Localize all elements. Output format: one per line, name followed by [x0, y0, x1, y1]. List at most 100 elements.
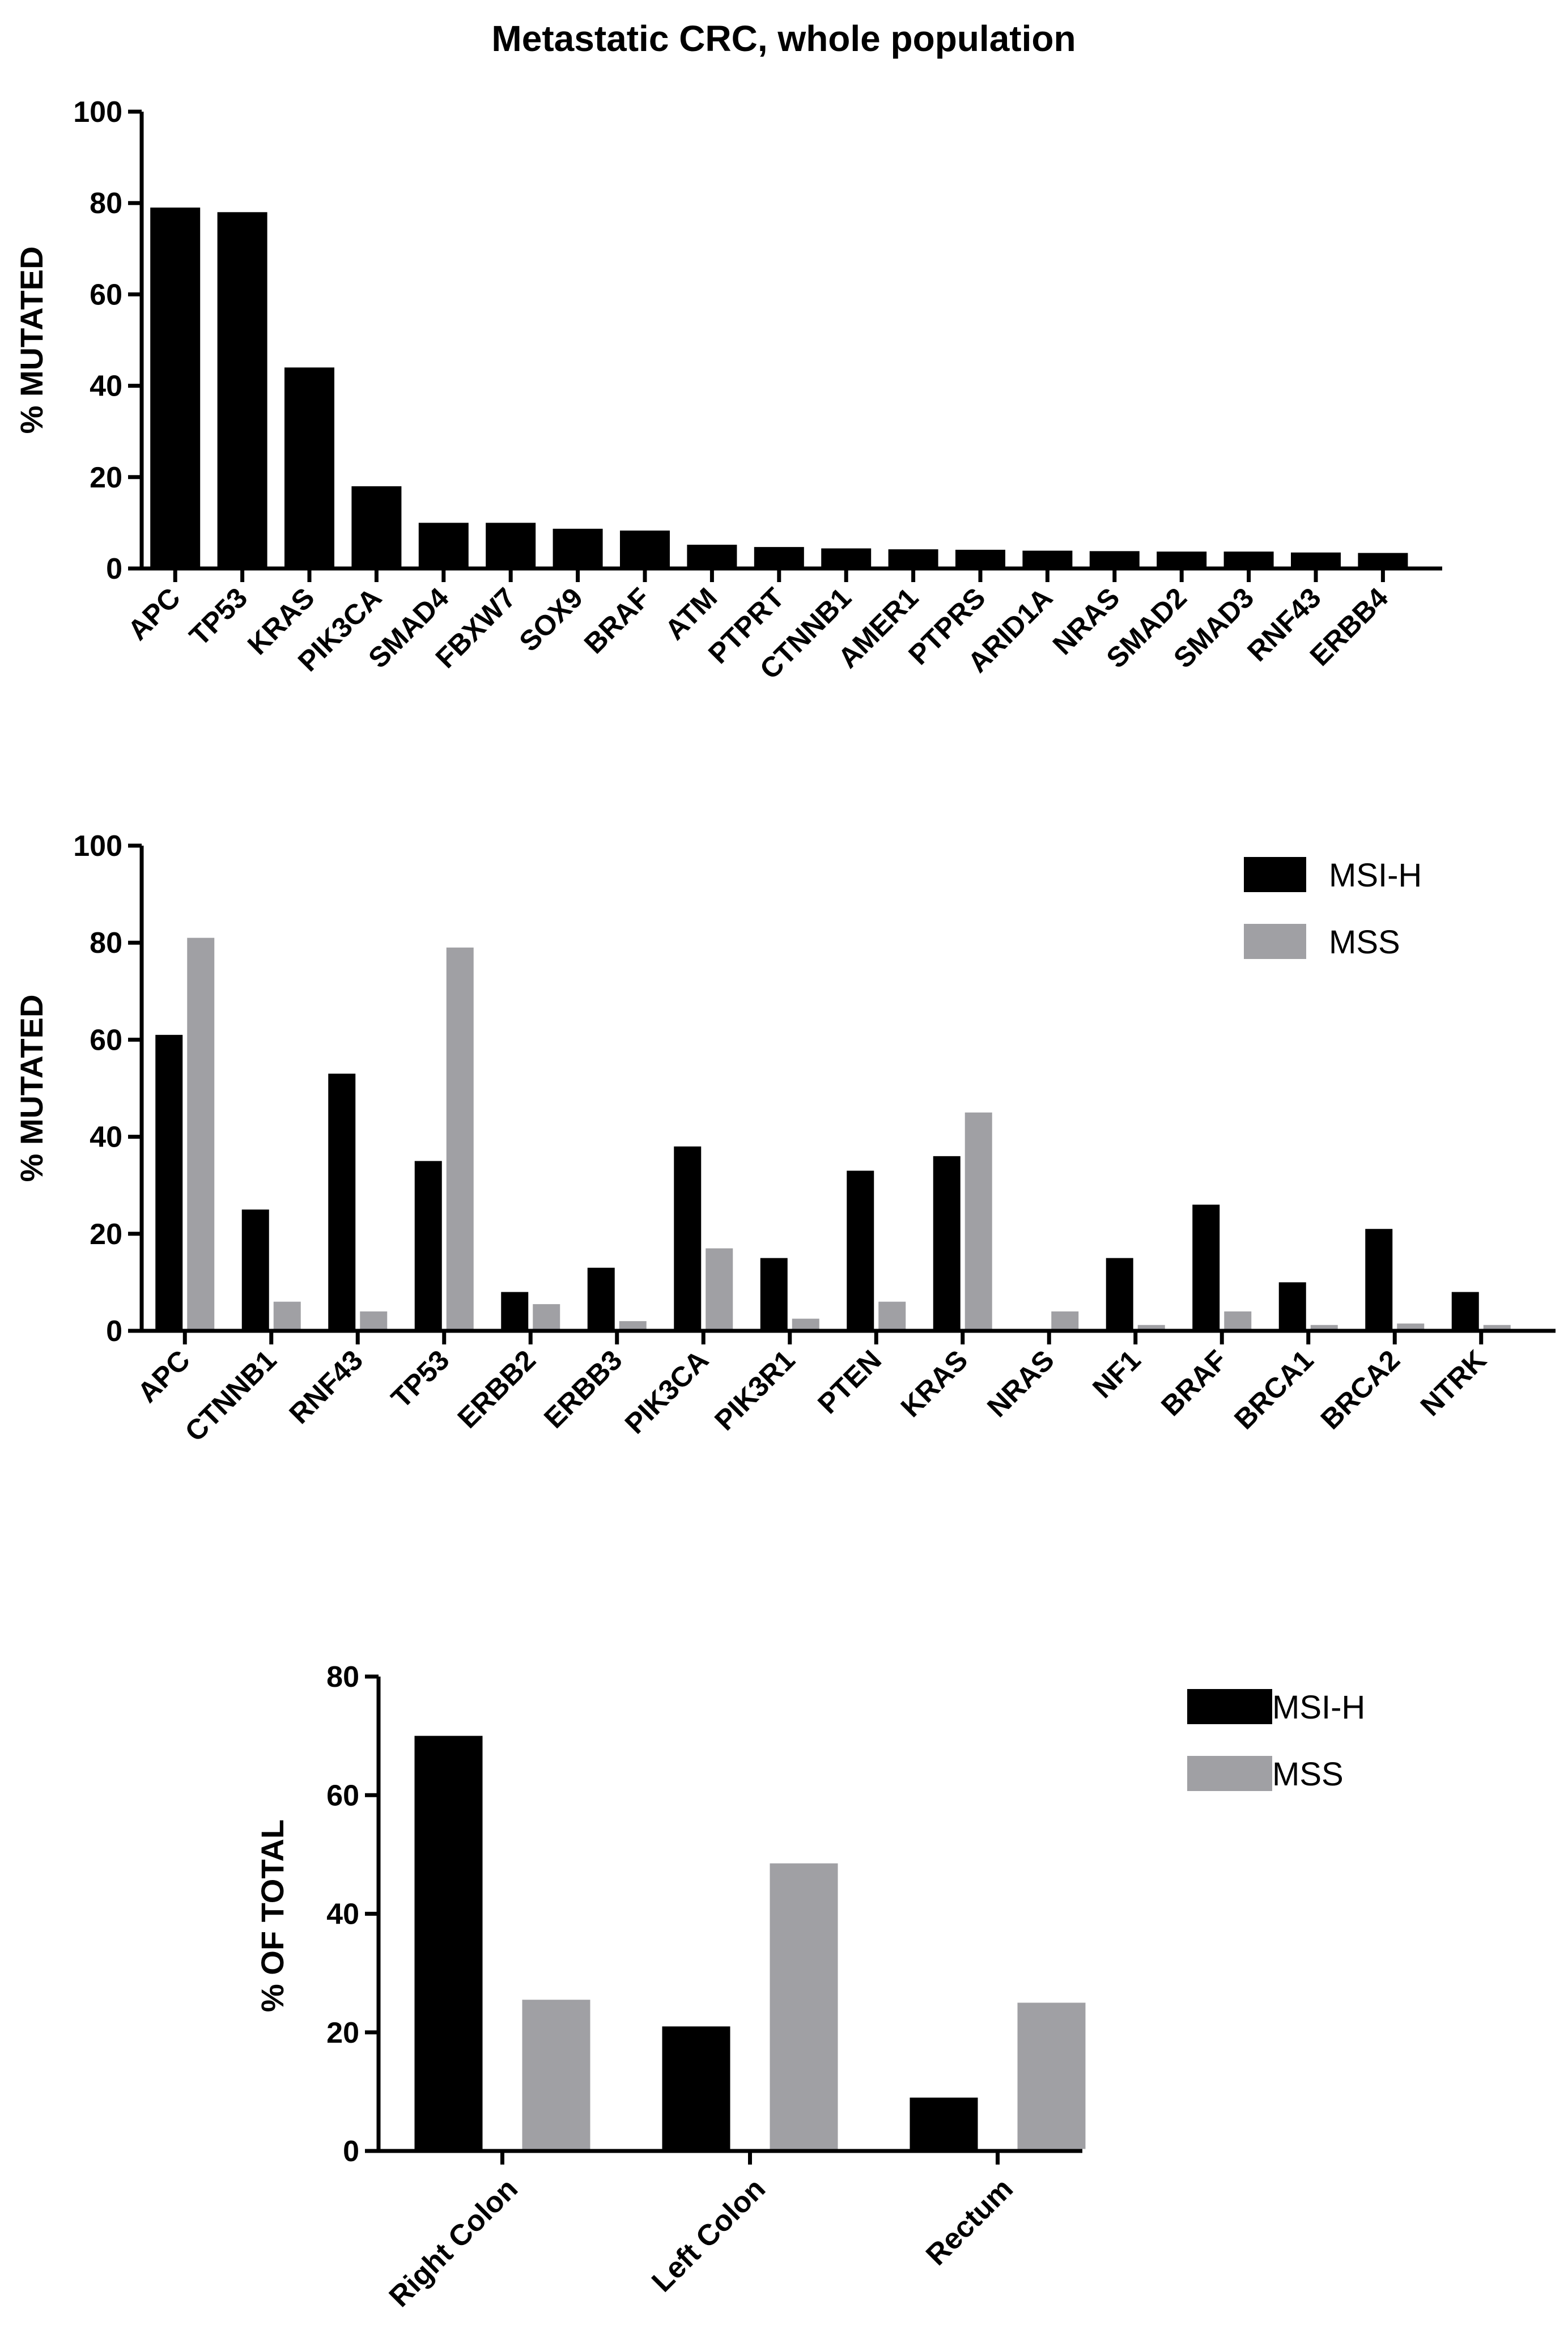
chart-2-bar-brca1-mss — [1310, 1325, 1338, 1329]
chart-2-bar-brca2-mss — [1397, 1323, 1425, 1329]
chart-2-y-tick-label: 20 — [90, 1218, 122, 1251]
chart-2-bar-pik3r1-mss — [792, 1318, 819, 1329]
chart-2-bar-ntrk-mss — [1483, 1325, 1511, 1329]
chart-3-bar-rectum-msi-h — [910, 2097, 978, 2149]
chart-2-bar-nf1-mss — [1137, 1325, 1165, 1329]
chart-2-bar-rnf43-msi-h — [328, 1073, 356, 1329]
chart-1-y-tick-label: 40 — [90, 370, 122, 403]
chart-3-y-tick-label: 40 — [326, 1898, 359, 1931]
chart-3-y-axis-label: % OF TOTAL — [254, 1819, 290, 2012]
chart-2-legend-swatch-msi-h — [1244, 857, 1306, 892]
chart-1-x-label-apc: APC — [122, 582, 186, 646]
chart-1-y-tick-label: 0 — [106, 553, 122, 585]
chart-2-bar-pik3ca-mss — [706, 1248, 733, 1329]
chart-1-bar-erbb4 — [1358, 553, 1408, 567]
chart-3-x-label-left-colon: Left Colon — [645, 2172, 772, 2298]
chart-3-location-msi-vs-mss: % OF TOTAL 0 20 40 60 80 Right Colon Left Colo… — [254, 1661, 1365, 2314]
chart-1-bar-ctnnb1 — [821, 548, 872, 567]
chart-1-x-label-braf: BRAF — [578, 582, 656, 660]
chart-3-x-label-rectum: Rectum — [920, 2172, 1019, 2272]
chart-2-bar-brca2-msi-h — [1365, 1229, 1393, 1329]
chart-1-bar-sox9 — [553, 528, 603, 567]
chart-1-y-axis-label: % MUTATED — [14, 247, 49, 434]
chart-1-y-tick-label: 80 — [90, 187, 122, 220]
chart-3-legend-swatch-mss — [1187, 1756, 1272, 1791]
chart-3-bar-right-colon-msi-h — [414, 1736, 483, 2149]
chart-2-x-label-nras: NRAS — [981, 1344, 1060, 1423]
chart-1-bar-ptprt — [754, 547, 804, 567]
chart-3-bar-left-colon-msi-h — [662, 2026, 730, 2149]
chart-2-legend-label-mss: MSS — [1329, 924, 1400, 961]
chart-1-bar-fbxw7 — [486, 523, 536, 567]
chart-2-y-axis-label: % MUTATED — [14, 995, 49, 1182]
chart-2-bar-erbb2-msi-h — [501, 1292, 529, 1329]
chart-2-bar-rnf43-mss — [360, 1311, 388, 1329]
chart-2-y-tick-label: 0 — [106, 1315, 122, 1348]
chart-2-bar-kras-msi-h — [933, 1156, 961, 1329]
chart-2-bar-ctnnb1-msi-h — [241, 1210, 269, 1329]
chart-2-x-label-erbb3: ERBB3 — [538, 1344, 628, 1434]
chart-1-bar-atm — [687, 545, 737, 567]
chart-1-bar-smad4 — [418, 523, 469, 567]
chart-1-bar-kras — [284, 367, 334, 567]
chart-2-x-label-pten: PTEN — [811, 1344, 887, 1420]
chart-1-bar-ptprs — [955, 549, 1005, 567]
chart-2-bar-apc-mss — [187, 937, 215, 1329]
chart-2-bar-braf-mss — [1224, 1311, 1252, 1329]
chart-2-bar-ntrk-msi-h — [1451, 1292, 1479, 1329]
chart-1-bar-apc — [150, 207, 201, 567]
chart-1-title: Metastatic CRC, whole population — [491, 18, 1076, 59]
chart-2-legend-label-msi-h: MSI-H — [1329, 857, 1422, 894]
chart-2-x-label-ctnnb1: CTNNB1 — [179, 1344, 283, 1448]
chart-1-mutations-whole-population: % MUTATED 020406080100APCTP53KRASPIK3CAS… — [14, 96, 1442, 685]
chart-2-y-tick-label: 60 — [90, 1024, 122, 1056]
chart-1-bar-nras — [1089, 551, 1140, 567]
chart-2-bar-pik3r1-msi-h — [760, 1258, 788, 1329]
chart-2-bar-erbb3-msi-h — [587, 1267, 615, 1329]
chart-2-bar-apc-msi-h — [155, 1034, 183, 1329]
chart-3-x-label-right-colon: Right Colon — [383, 2172, 524, 2313]
chart-2-x-label-braf: BRAF — [1155, 1344, 1233, 1422]
chart-3-legend-swatch-msi-h — [1187, 1689, 1272, 1724]
chart-2-x-label-ntrk: NTRK — [1414, 1344, 1493, 1422]
chart-1-bar-braf — [620, 531, 670, 567]
chart-1-bar-smad2 — [1157, 551, 1207, 567]
chart-1-bar-pik3ca — [351, 486, 402, 567]
chart-2-y-tick-label: 80 — [90, 927, 122, 960]
chart-1-bar-amer1 — [888, 549, 938, 567]
chart-3-y-tick-label: 20 — [326, 2017, 359, 2050]
chart-2-legend-swatch-mss — [1244, 924, 1306, 959]
chart-2-bar-tp53-mss — [446, 947, 474, 1329]
chart-2-bar-pik3ca-msi-h — [674, 1146, 702, 1329]
chart-2-x-label-kras: KRAS — [895, 1344, 974, 1423]
chart-2-bar-brca1-msi-h — [1278, 1282, 1306, 1329]
chart-1-bar-smad3 — [1223, 551, 1274, 567]
chart-2-bar-pten-msi-h — [847, 1170, 874, 1329]
chart-2-x-label-pik3ca: PIK3CA — [619, 1344, 715, 1440]
chart-2-bar-tp53-msi-h — [414, 1161, 442, 1329]
chart-3-bar-rectum-mss — [1017, 2002, 1086, 2149]
chart-2-x-label-brca1: BRCA1 — [1228, 1344, 1319, 1435]
chart-2-bar-erbb3-mss — [619, 1321, 647, 1329]
chart-1-bar-tp53 — [217, 212, 267, 567]
chart-1-y-tick-label: 20 — [90, 461, 122, 494]
chart-1-y-tick-label: 100 — [73, 96, 122, 129]
chart-1-x-label-sox9: SOX9 — [513, 582, 589, 657]
chart-2-x-label-pik3r1: PIK3R1 — [708, 1344, 801, 1436]
chart-3-bar-right-colon-mss — [522, 2000, 590, 2149]
chart-3-y-tick-label: 60 — [326, 1779, 359, 1812]
chart-2-bar-pten-mss — [878, 1301, 906, 1329]
chart-2-bar-nf1-msi-h — [1106, 1258, 1133, 1329]
chart-2-bar-braf-msi-h — [1192, 1204, 1220, 1329]
chart-3-legend-label-msi-h: MSI-H — [1272, 1689, 1365, 1726]
chart-3-legend-label-mss: MSS — [1272, 1756, 1344, 1793]
chart-3-bar-left-colon-mss — [770, 1863, 838, 2149]
chart-2-x-label-erbb2: ERBB2 — [452, 1344, 542, 1434]
chart-2-bar-kras-mss — [964, 1112, 992, 1329]
chart-2-bar-erbb2-mss — [533, 1304, 560, 1329]
chart-2-x-label-tp53: TP53 — [385, 1344, 455, 1414]
chart-2-bar-nras-mss — [1051, 1311, 1079, 1329]
chart-3-y-tick-label: 80 — [326, 1661, 359, 1694]
